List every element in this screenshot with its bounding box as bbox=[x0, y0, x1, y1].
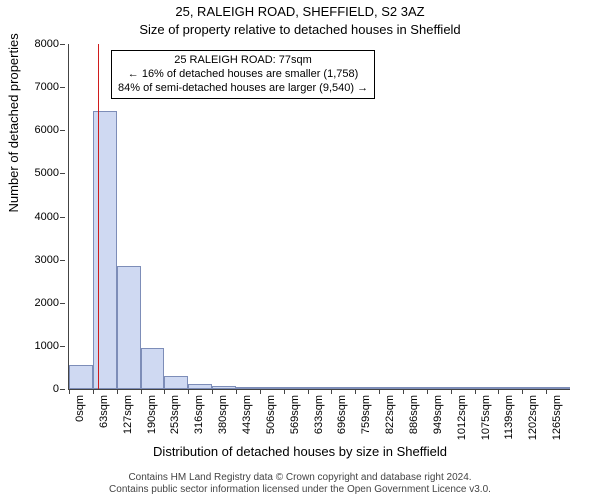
y-tick-label: 0 bbox=[53, 383, 59, 395]
x-tick bbox=[451, 389, 452, 394]
annotation-line1: 25 RALEIGH ROAD: 77sqm bbox=[118, 53, 368, 67]
histogram-bar bbox=[427, 387, 451, 389]
x-tick bbox=[260, 389, 261, 394]
x-tick bbox=[331, 389, 332, 394]
histogram-bar bbox=[236, 387, 260, 389]
x-tick bbox=[284, 389, 285, 394]
histogram-bar bbox=[284, 387, 308, 389]
y-tick-label: 4000 bbox=[35, 211, 59, 223]
footer: Contains HM Land Registry data © Crown c… bbox=[0, 472, 600, 496]
y-tick bbox=[60, 217, 65, 223]
x-tick bbox=[69, 389, 70, 394]
x-tick bbox=[188, 389, 189, 394]
y-tick-label: 3000 bbox=[35, 254, 59, 266]
x-tick-label: 569sqm bbox=[289, 395, 301, 434]
x-tick bbox=[164, 389, 165, 394]
histogram-bar bbox=[69, 365, 93, 389]
x-tick-label: 1202sqm bbox=[527, 395, 539, 440]
histogram-bar bbox=[498, 387, 522, 389]
x-tick bbox=[379, 389, 380, 394]
x-tick bbox=[498, 389, 499, 394]
x-tick bbox=[427, 389, 428, 394]
x-tick-label: 443sqm bbox=[241, 395, 253, 434]
x-tick-label: 190sqm bbox=[146, 395, 158, 434]
footer-line2: Contains public sector information licen… bbox=[0, 484, 600, 496]
chart-title: 25, RALEIGH ROAD, SHEFFIELD, S2 3AZ bbox=[0, 4, 600, 19]
y-axis-label: Number of detached properties bbox=[6, 33, 21, 212]
x-tick-label: 316sqm bbox=[193, 395, 205, 434]
x-tick-label: 127sqm bbox=[122, 395, 134, 434]
histogram-bar bbox=[475, 387, 499, 389]
histogram-bar bbox=[141, 348, 165, 389]
histogram-bar bbox=[403, 387, 427, 389]
x-tick-label: 759sqm bbox=[360, 395, 372, 434]
histogram-bar bbox=[188, 384, 212, 389]
x-tick bbox=[308, 389, 309, 394]
x-tick-label: 63sqm bbox=[98, 395, 110, 428]
plot-area: 25 RALEIGH ROAD: 77sqm ← 16% of detached… bbox=[68, 44, 570, 390]
histogram-bar bbox=[546, 387, 570, 389]
y-tick-label: 5000 bbox=[35, 167, 59, 179]
histogram-bar bbox=[212, 386, 236, 389]
y-tick bbox=[60, 346, 65, 352]
property-marker-line bbox=[98, 44, 99, 389]
histogram-bar bbox=[117, 266, 141, 389]
histogram-bar bbox=[164, 376, 188, 389]
chart-subtitle: Size of property relative to detached ho… bbox=[0, 22, 600, 37]
x-tick-label: 0sqm bbox=[74, 395, 86, 422]
x-tick bbox=[522, 389, 523, 394]
y-tick bbox=[60, 130, 65, 136]
histogram-bar bbox=[93, 111, 117, 389]
y-tick-label: 8000 bbox=[35, 38, 59, 50]
y-tick bbox=[60, 389, 65, 395]
histogram-bar bbox=[260, 387, 284, 389]
x-tick-label: 253sqm bbox=[169, 395, 181, 434]
x-axis-label: Distribution of detached houses by size … bbox=[0, 444, 600, 459]
histogram-bar bbox=[451, 387, 475, 389]
x-tick-label: 696sqm bbox=[336, 395, 348, 434]
footer-line1: Contains HM Land Registry data © Crown c… bbox=[0, 472, 600, 484]
x-tick bbox=[93, 389, 94, 394]
x-tick-label: 1139sqm bbox=[503, 395, 515, 439]
x-tick-label: 1012sqm bbox=[456, 395, 468, 440]
x-tick bbox=[236, 389, 237, 394]
x-tick-label: 949sqm bbox=[432, 395, 444, 434]
histogram-bar bbox=[308, 387, 332, 389]
y-tick bbox=[60, 44, 65, 50]
histogram-bar bbox=[379, 387, 403, 389]
x-tick bbox=[355, 389, 356, 394]
x-tick bbox=[117, 389, 118, 394]
y-tick bbox=[60, 260, 65, 266]
x-tick-label: 506sqm bbox=[265, 395, 277, 434]
histogram-bar bbox=[355, 387, 379, 389]
figure-root: 25, RALEIGH ROAD, SHEFFIELD, S2 3AZ Size… bbox=[0, 0, 600, 500]
histogram-bar bbox=[331, 387, 355, 389]
y-tick bbox=[60, 173, 65, 179]
x-tick-label: 822sqm bbox=[384, 395, 396, 434]
x-tick bbox=[403, 389, 404, 394]
x-tick bbox=[212, 389, 213, 394]
x-tick bbox=[475, 389, 476, 394]
annotation-line2: ← 16% of detached houses are smaller (1,… bbox=[118, 67, 368, 81]
property-annotation: 25 RALEIGH ROAD: 77sqm ← 16% of detached… bbox=[111, 50, 375, 99]
x-tick bbox=[141, 389, 142, 394]
y-tick-label: 2000 bbox=[35, 297, 59, 309]
x-tick-label: 380sqm bbox=[217, 395, 229, 434]
x-tick-label: 633sqm bbox=[313, 395, 325, 434]
y-tick bbox=[60, 303, 65, 309]
x-tick bbox=[546, 389, 547, 394]
x-tick-label: 886sqm bbox=[408, 395, 420, 434]
annotation-line3: 84% of semi-detached houses are larger (… bbox=[118, 81, 368, 95]
y-tick-label: 1000 bbox=[35, 340, 59, 352]
x-tick-label: 1265sqm bbox=[551, 395, 563, 440]
y-tick-label: 7000 bbox=[35, 81, 59, 93]
y-tick-label: 6000 bbox=[35, 124, 59, 136]
x-tick-label: 1075sqm bbox=[480, 395, 492, 440]
histogram-bar bbox=[522, 387, 546, 389]
y-tick bbox=[60, 87, 65, 93]
